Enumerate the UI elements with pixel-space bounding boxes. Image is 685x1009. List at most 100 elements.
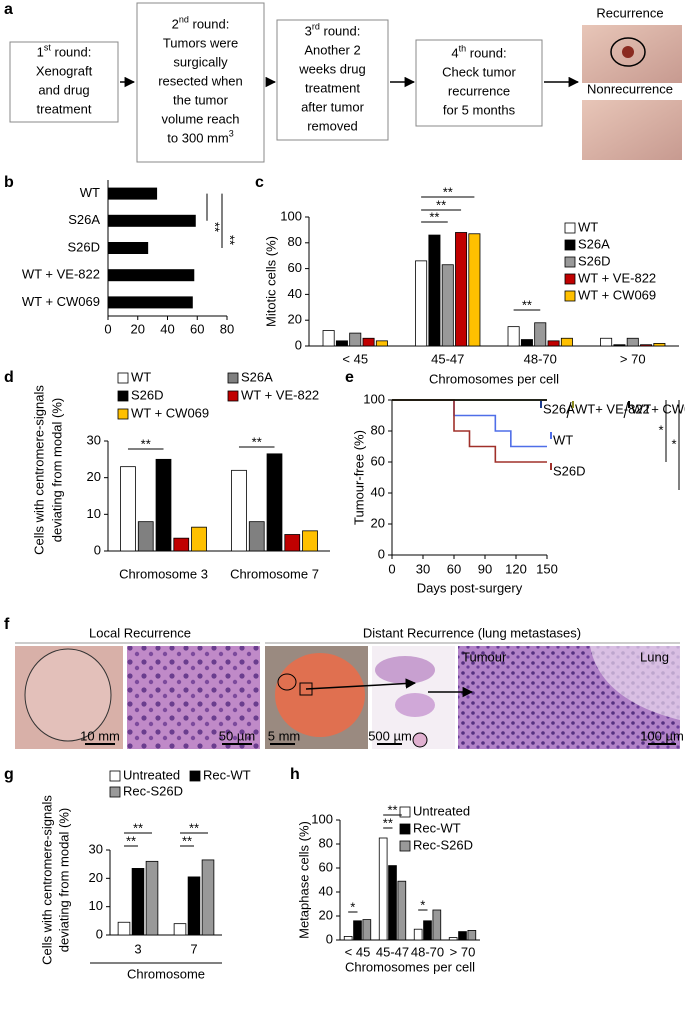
legend-swatch [564,222,576,234]
tumor-outline [24,648,112,742]
significance-label: ** [223,235,238,245]
significance-label: * [350,899,355,914]
bar [187,876,201,936]
bar [173,923,187,936]
legend-label: WT + CW069 [578,287,656,302]
legend-swatch [399,806,411,818]
bar [467,930,477,941]
bar [284,534,301,552]
flow-text-part: Another 2 [304,43,360,58]
bar [231,469,247,552]
flow-text: to 300 mm3 [167,129,233,146]
y-axis-label: Tumour-free (%) [351,430,366,525]
flow-text-part: round: [51,45,91,60]
photo [582,100,682,160]
photo-label: Nonrecurrence [587,81,673,96]
bar [362,919,372,941]
x-tick-label: 20 [131,321,145,336]
photos: Recurrence Nonrecurrence [582,5,682,160]
bar [266,453,283,552]
bar [520,339,533,347]
significance-label: * [671,436,676,451]
x-tick-label: 150 [536,561,558,576]
flow-text: surgically [173,55,228,70]
panel-letter: b [4,174,14,191]
flow-text-part: nd [179,15,189,25]
bar [353,920,362,941]
bar [322,330,335,347]
flow-text: after tumor [301,100,365,115]
flow-text-part: Check tumor [442,65,516,80]
x-tick-label: 45-47 [431,351,464,366]
bar [375,340,388,347]
panel-letter: c [255,174,264,191]
bar [131,868,145,936]
flow-text: resected when [158,74,243,89]
bar [423,920,432,941]
legend-swatch [564,290,576,302]
significance-label: ** [252,434,262,449]
flow-text-part: 2 [172,17,179,32]
bar [349,332,362,347]
x-tick-label: 120 [505,561,527,576]
legend-swatch [564,239,576,251]
flow-text: 4th round: [451,44,506,61]
flow-text-part: the tumor [173,93,229,108]
legend-label: S26A [578,236,610,251]
y-tick-label: 40 [371,484,385,499]
flow-text-part: rd [312,22,320,32]
x-tick-label: > 70 [450,944,476,959]
flow-text-part: to 300 mm [167,131,228,146]
lung [275,653,365,737]
flow-text: and drug [38,83,89,98]
bar [120,466,136,552]
panel-letter: f [4,616,10,633]
label-separator [566,401,572,419]
bar [653,343,666,347]
scale-label: 10 mm [80,728,120,743]
flow-text: Another 2 [304,43,360,58]
section-title: Distant Recurrence (lung metastases) [363,625,581,640]
flow-box [415,39,543,127]
x-tick-label: 48-70 [524,351,557,366]
scale-label: 100 µm [640,728,684,743]
flow-text-part: treatment [37,102,92,117]
flow-text-part: Tumors were [163,36,238,51]
flow-text-part: 3 [229,129,234,139]
x-axis-label: Days post-surgery [417,580,523,595]
panel-letter: d [4,369,14,386]
flow-text: recurrence [448,84,510,99]
legend-swatch [399,823,411,835]
x-tick-label: 48-70 [411,944,444,959]
x-tick-label: 60 [447,561,461,576]
flow-text: treatment [305,81,360,96]
bar [534,322,547,347]
flow-text: treatment [37,102,92,117]
bar [201,859,215,936]
legend-swatch [399,840,411,852]
x-tick-label: 7 [190,941,197,956]
bar [343,936,353,941]
y-tick-label: 20 [371,515,385,530]
flow-text: the tumor [173,93,229,108]
significance-label: ** [522,297,532,312]
flow-text-part: and drug [38,83,89,98]
y-tick-label: 0 [378,546,385,561]
legend-swatch [227,390,239,402]
series-label: WT+ CW069 [631,401,685,416]
y-tick-label: 0 [94,542,101,557]
y-tick-label: 80 [288,234,302,249]
bar [191,526,207,552]
series-label: S26D [553,463,586,478]
bar [468,233,481,347]
bar [362,337,375,347]
panel-letter: g [4,766,14,783]
legend-swatch [117,390,129,402]
flow-text-part: round: [189,17,229,32]
y-tick-label: 100 [363,391,385,406]
y-tick-label: 0 [295,337,302,352]
y-tick-label: 80 [319,835,333,850]
significance-label: * [658,422,663,437]
y-tick-label: S26A [68,212,100,227]
significance-label: ** [126,833,136,848]
